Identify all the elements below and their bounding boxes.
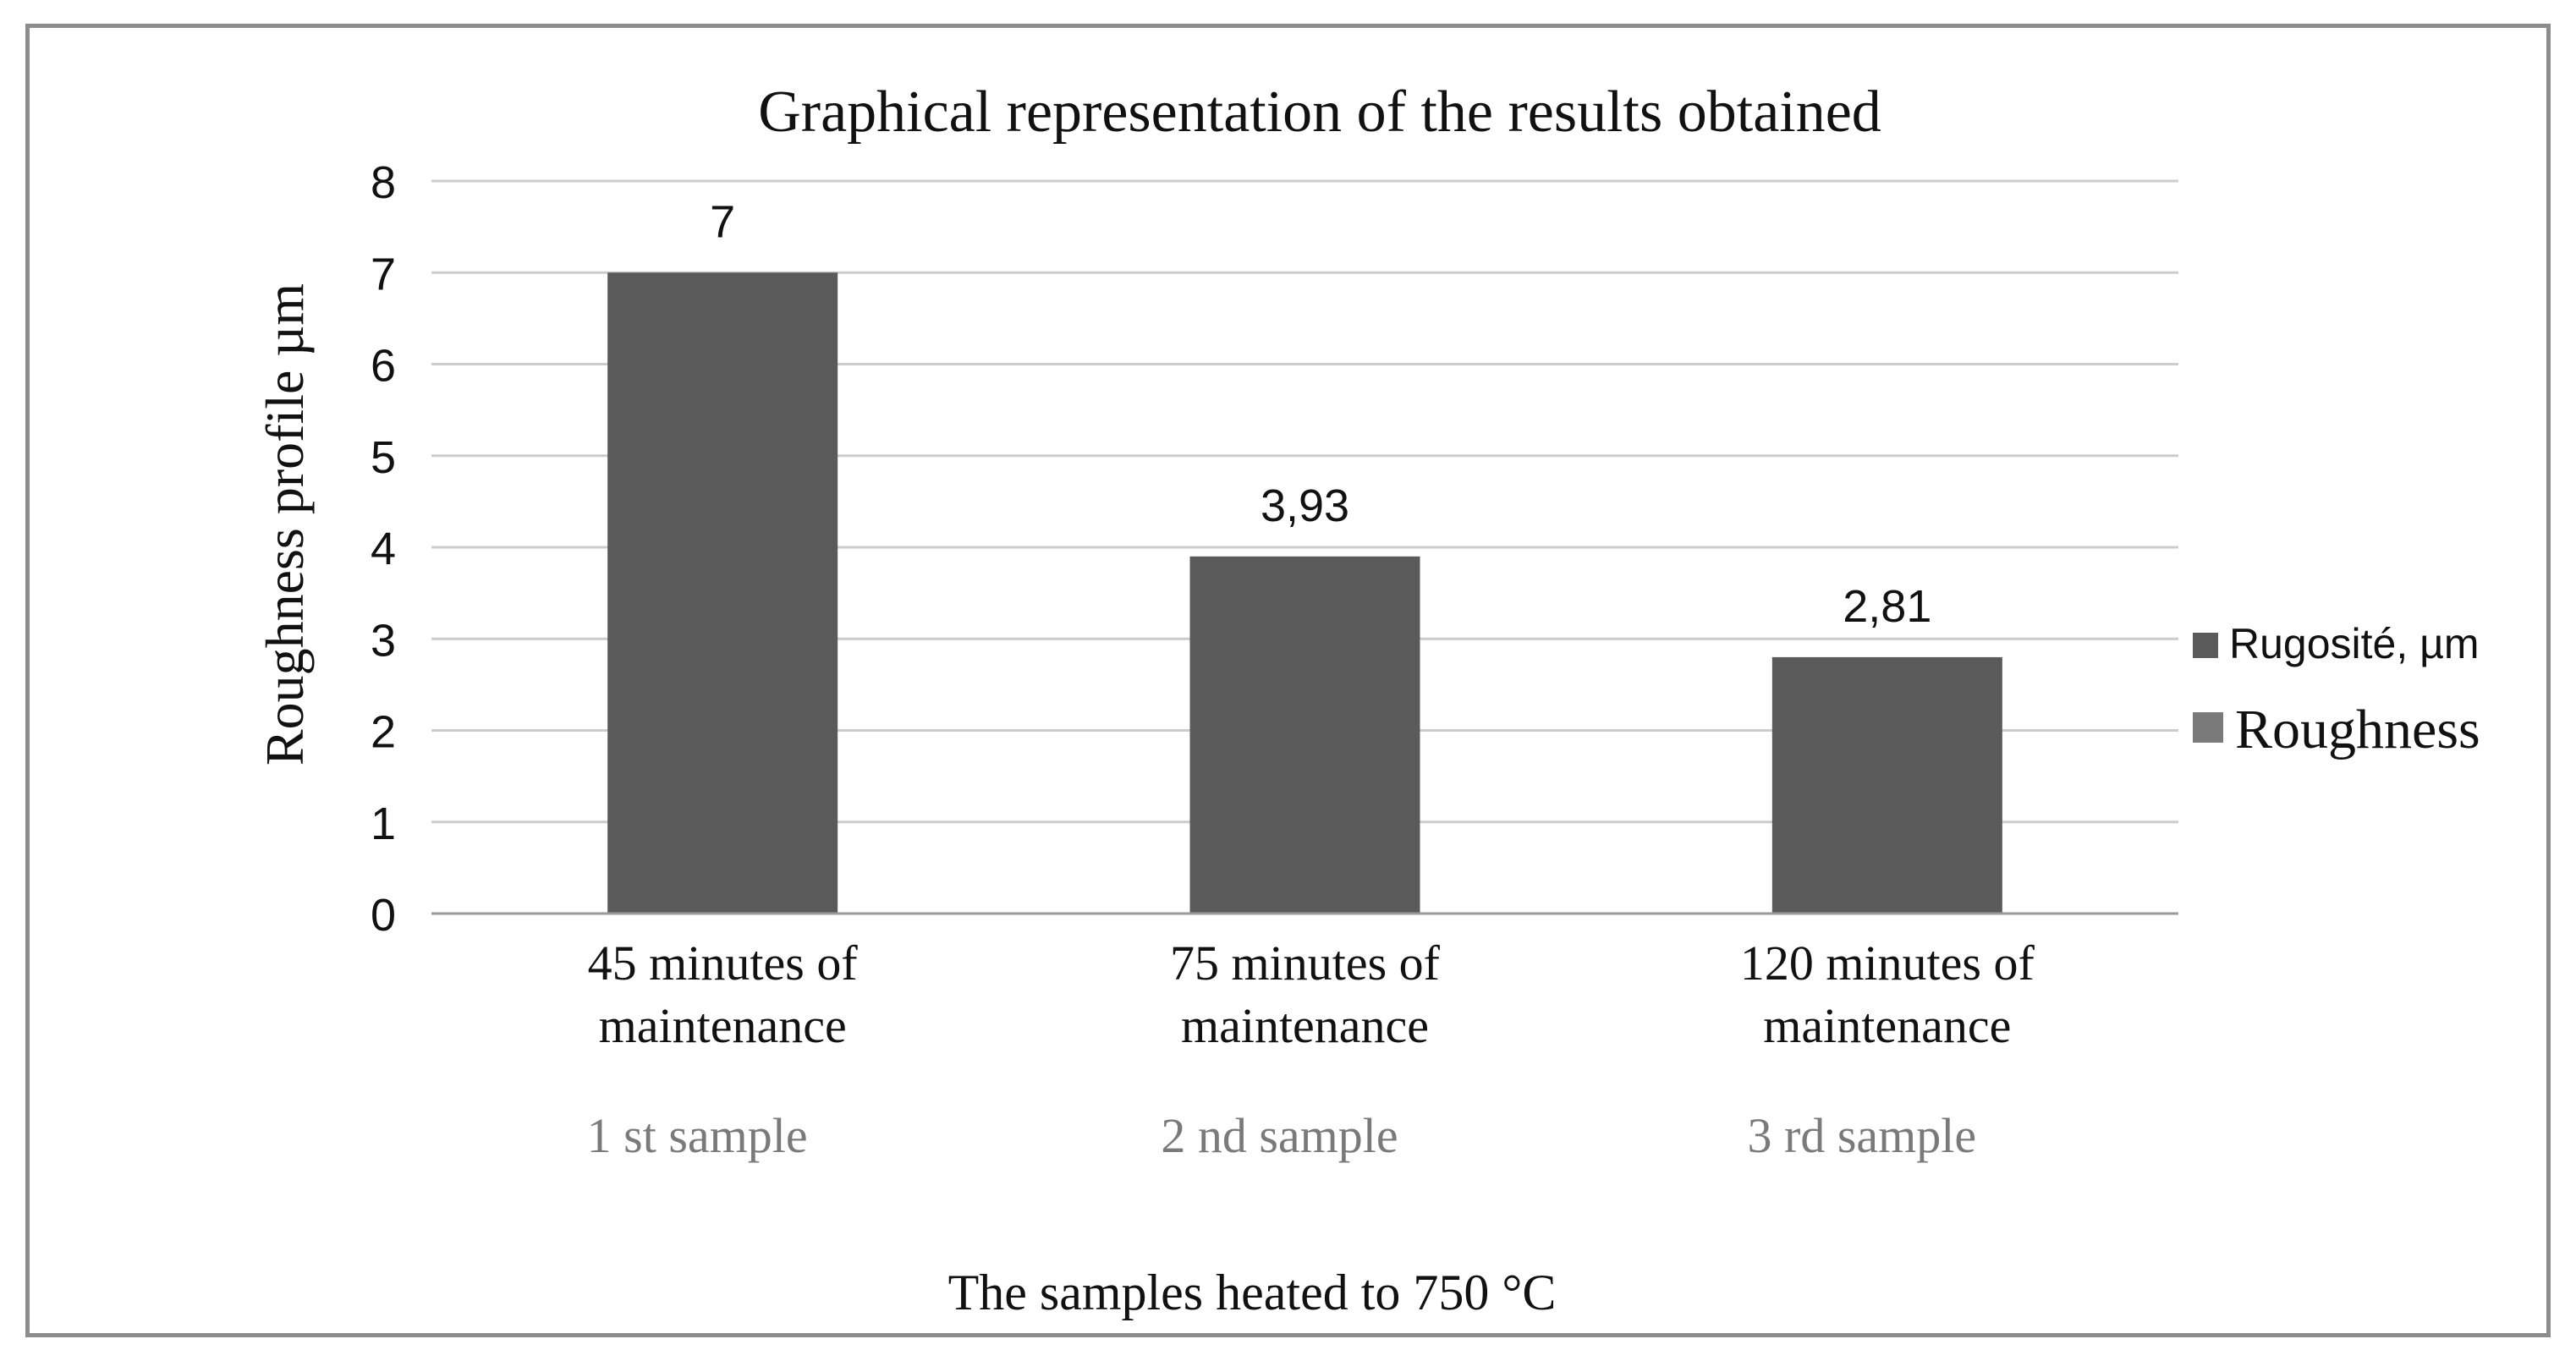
x-category-labels: 45 minutes of maintenance 1 st sample 75 mi… [587, 936, 2035, 1163]
y-tick-label: 6 [371, 341, 396, 392]
data-label: 2,81 [1843, 581, 1931, 632]
x-category-label-line1: 120 minutes of [1740, 936, 2035, 991]
y-tick-label: 0 [371, 890, 396, 941]
legend-swatch [2193, 712, 2223, 743]
sample-label: 2 nd sample [1161, 1108, 1398, 1163]
x-category-label-line1: 45 minutes of [588, 936, 859, 991]
legend-label: Roughness [2235, 699, 2480, 760]
y-tick-label: 3 [371, 615, 396, 666]
y-tick-label: 8 [371, 157, 396, 208]
bar [607, 272, 838, 914]
sample-label: 3 rd sample [1748, 1108, 1977, 1163]
y-axis-label: Roughness profile µm [255, 283, 315, 766]
x-category-label-line1: 75 minutes of [1170, 936, 1441, 991]
legend: Rugosité, µm Roughness [2193, 620, 2480, 760]
legend-swatch [2193, 633, 2218, 658]
x-category-label-line2: maintenance [1181, 998, 1429, 1053]
y-tick-label: 4 [371, 524, 396, 574]
y-tick-label: 7 [371, 249, 396, 299]
bar [1771, 656, 2002, 914]
data-label: 7 [710, 196, 735, 247]
x-category-label-line2: maintenance [1763, 998, 2011, 1053]
data-labels: 7 3,93 2,81 [710, 196, 1931, 632]
y-tick-label: 2 [371, 707, 396, 758]
legend-label: Rugosité, µm [2229, 620, 2480, 667]
bars [607, 272, 2002, 914]
y-tick-label: 5 [371, 432, 396, 483]
x-category-label-line2: maintenance [599, 998, 847, 1053]
x-axis-label: The samples heated to 750 °C [948, 1265, 1557, 1320]
y-tick-label: 1 [371, 798, 396, 849]
sample-label: 1 st sample [587, 1108, 808, 1163]
data-label: 3,93 [1261, 480, 1349, 531]
chart-title: Graphical representation of the results … [758, 80, 1881, 145]
bar [1189, 556, 1420, 914]
y-tick-labels: 0 1 2 3 4 5 6 7 8 [371, 157, 396, 941]
